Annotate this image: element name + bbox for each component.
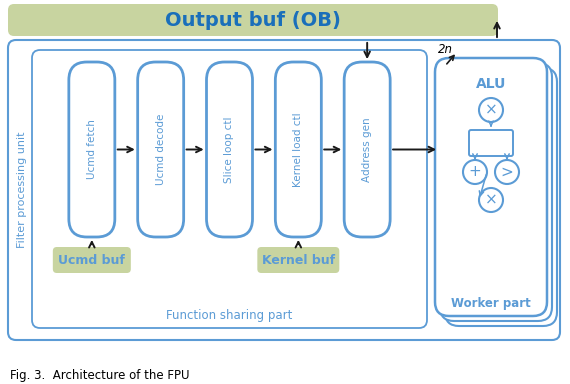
FancyBboxPatch shape	[8, 40, 560, 340]
Text: ×: ×	[484, 192, 498, 207]
FancyBboxPatch shape	[138, 62, 184, 237]
Text: Filter processing unit: Filter processing unit	[17, 132, 27, 248]
Text: Slice loop ctl: Slice loop ctl	[225, 116, 234, 183]
Text: Kernel buf: Kernel buf	[262, 253, 335, 266]
FancyBboxPatch shape	[32, 50, 427, 328]
Text: Function sharing part: Function sharing part	[166, 310, 292, 323]
FancyBboxPatch shape	[445, 68, 557, 326]
Text: 2n: 2n	[438, 43, 453, 56]
Text: Ucmd fetch: Ucmd fetch	[87, 119, 97, 179]
FancyBboxPatch shape	[440, 63, 552, 321]
FancyBboxPatch shape	[69, 62, 115, 237]
Text: Output buf (OB): Output buf (OB)	[165, 10, 341, 30]
Text: Fig. 3.  Architecture of the FPU: Fig. 3. Architecture of the FPU	[10, 369, 189, 381]
FancyBboxPatch shape	[344, 62, 390, 237]
Text: Kernel load ctl: Kernel load ctl	[294, 112, 303, 187]
Text: ALU: ALU	[476, 77, 506, 91]
Text: >: >	[500, 164, 514, 179]
FancyBboxPatch shape	[206, 62, 253, 237]
FancyBboxPatch shape	[435, 58, 547, 316]
Text: Ucmd decode: Ucmd decode	[156, 114, 166, 185]
FancyBboxPatch shape	[8, 4, 498, 36]
FancyBboxPatch shape	[257, 247, 339, 273]
FancyBboxPatch shape	[53, 247, 131, 273]
Text: Address gen: Address gen	[362, 117, 372, 182]
FancyBboxPatch shape	[469, 130, 513, 156]
Text: Worker part: Worker part	[451, 298, 531, 311]
FancyBboxPatch shape	[275, 62, 321, 237]
Text: Ucmd buf: Ucmd buf	[58, 253, 125, 266]
Text: ×: ×	[484, 103, 498, 118]
Text: +: +	[469, 164, 482, 179]
